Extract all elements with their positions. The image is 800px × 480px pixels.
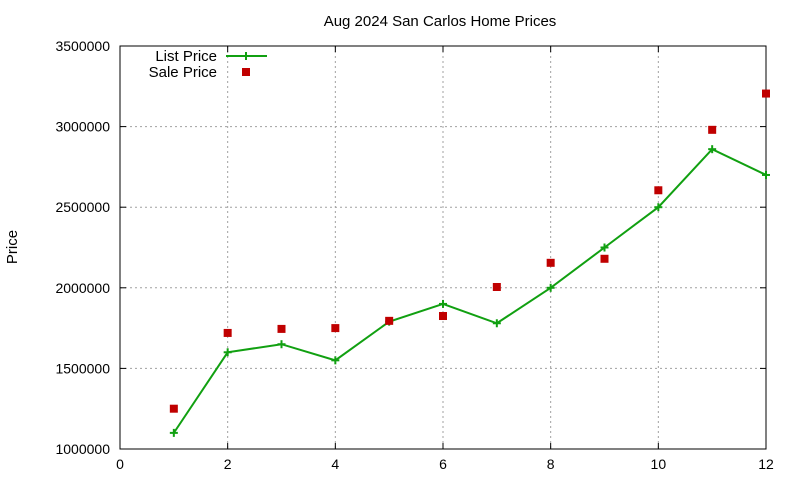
list-price-point <box>654 203 663 212</box>
y-tick-label: 2000000 <box>55 280 110 296</box>
legend-label-list-price: List Price <box>155 48 217 65</box>
series-layer <box>169 89 770 437</box>
list-price-point <box>223 348 232 357</box>
list-price-point <box>169 428 178 437</box>
list-price-point <box>762 170 770 179</box>
list-price-point <box>277 340 286 349</box>
legend-swatch-marker-list-price <box>242 52 250 60</box>
sale-price-point <box>169 404 178 413</box>
chart-title: Aug 2024 San Carlos Home Prices <box>324 13 557 30</box>
ticks: 0 2 4 6 8 10 12 1000000 1500000 2000000 2500000 300… <box>55 38 774 472</box>
sale-price-point <box>654 186 663 195</box>
x-tick-label: 8 <box>547 456 555 472</box>
list-price-point <box>600 243 609 252</box>
y-tick-label: 1500000 <box>55 360 110 376</box>
x-tick-label: 0 <box>116 456 124 472</box>
y-axis-label: Price <box>4 230 21 264</box>
sale-price-point <box>331 324 340 333</box>
sale-price-point <box>762 89 770 98</box>
x-tick-label: 12 <box>758 456 774 472</box>
sale-price-point <box>708 125 717 134</box>
list-price-point <box>546 283 555 292</box>
y-tick-label: 1000000 <box>55 441 110 457</box>
sale-price-point <box>277 324 286 333</box>
x-tick-label: 4 <box>331 456 339 472</box>
sale-price-point <box>385 316 394 325</box>
list-price-line <box>173 147 767 434</box>
y-tick-label: 3000000 <box>55 119 110 135</box>
grid <box>120 46 766 449</box>
list-price-point <box>331 356 340 365</box>
x-tick-label: 2 <box>224 456 232 472</box>
y-tick-label: 3500000 <box>55 38 110 54</box>
legend-label-sale-price: Sale Price <box>149 64 217 81</box>
legend-swatch-marker-sale-price <box>242 68 250 76</box>
x-tick-label: 10 <box>651 456 667 472</box>
sale-price-point <box>600 254 609 263</box>
list-price-point <box>439 299 447 308</box>
sale-price-point <box>439 312 447 321</box>
sale-price-point <box>223 328 232 337</box>
x-tick-label: 6 <box>439 456 447 472</box>
list-price-point <box>492 319 501 328</box>
y-tick-label: 2500000 <box>55 199 110 215</box>
list-price-point <box>708 145 717 154</box>
sale-price-point <box>492 282 501 291</box>
sale-price-point <box>546 258 555 267</box>
